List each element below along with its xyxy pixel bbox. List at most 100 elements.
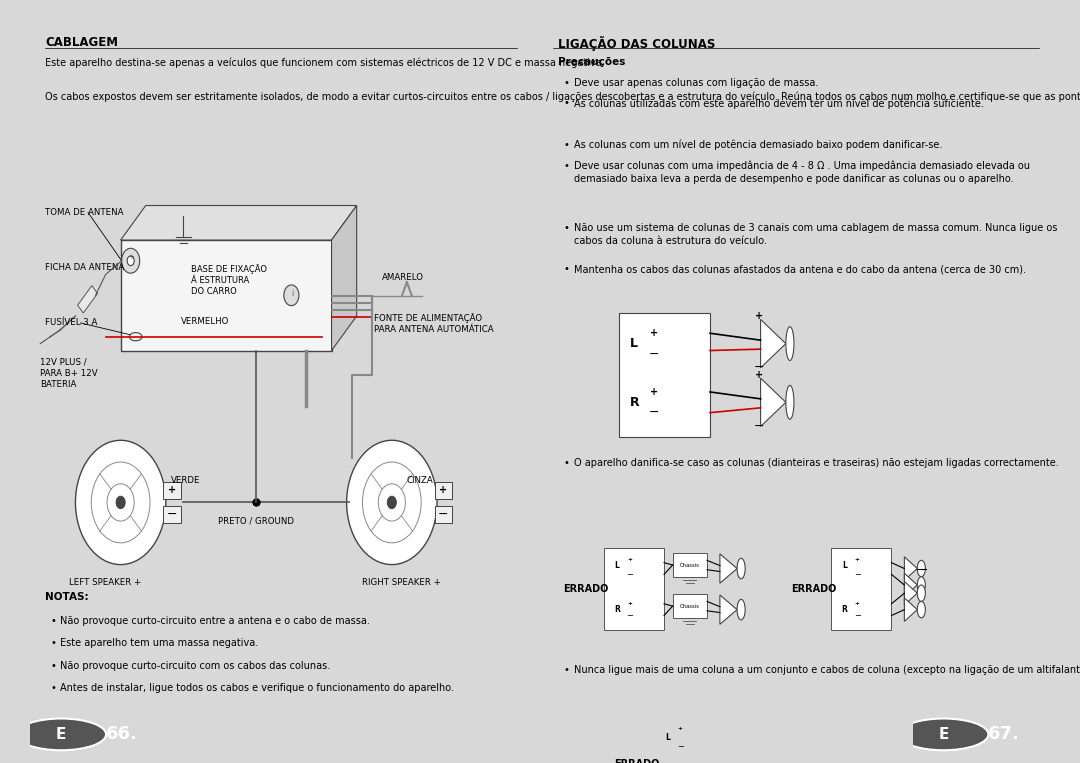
Text: L: L (631, 337, 638, 350)
Text: Antes de instalar, ligue todos os cabos e verifique o funcionamento do aparelho.: Antes de instalar, ligue todos os cabos … (60, 683, 455, 693)
Text: 66.: 66. (106, 726, 137, 743)
Text: Não use um sistema de colunas de 3 canais com uma cablagem de massa comum. Nunca: Não use um sistema de colunas de 3 canai… (573, 223, 1057, 246)
Text: FONTE DE ALIMENTAÇÃO
PARA ANTENA AUTOMÁTICA: FONTE DE ALIMENTAÇÃO PARA ANTENA AUTOMÁT… (375, 314, 494, 334)
Circle shape (127, 256, 134, 266)
Text: •: • (564, 458, 569, 468)
Circle shape (16, 719, 106, 750)
Text: O aparelho danifica-se caso as colunas (dianteiras e traseiras) não estejam liga: O aparelho danifica-se caso as colunas (… (573, 458, 1058, 468)
Text: 12V PLUS /
PARA B+ 12V
BATERIA: 12V PLUS / PARA B+ 12V BATERIA (40, 357, 98, 388)
Bar (654, 711, 715, 763)
Bar (434, 506, 453, 523)
Ellipse shape (786, 385, 794, 419)
Text: Este aparelho destina-se apenas a veículos que funcionem com sistemas eléctricos: Este aparelho destina-se apenas a veícul… (45, 57, 605, 68)
Bar (619, 313, 710, 437)
Text: ERRADO: ERRADO (615, 758, 660, 763)
Circle shape (363, 462, 421, 542)
Text: L: L (665, 733, 670, 742)
Text: FUSÍVEL 3 A: FUSÍVEL 3 A (45, 318, 97, 327)
Text: R: R (630, 396, 639, 409)
Circle shape (122, 248, 139, 273)
Text: PRETO / GROUND: PRETO / GROUND (218, 517, 294, 525)
Text: +: + (854, 601, 860, 607)
Text: +: + (168, 485, 176, 495)
Text: •: • (564, 98, 569, 108)
Text: +: + (440, 485, 447, 495)
Ellipse shape (130, 333, 141, 341)
Text: ERRADO: ERRADO (791, 584, 836, 594)
Text: •: • (564, 223, 569, 233)
Ellipse shape (917, 577, 926, 593)
Text: Deve usar colunas com uma impedância de 4 - 8 Ω . Uma impedância demasiado eleva: Deve usar colunas com uma impedância de … (573, 161, 1029, 184)
Text: L: L (615, 561, 619, 570)
Polygon shape (904, 557, 917, 581)
Text: As colunas utilizadas com este aparelho devem ter um nível de potência suficient: As colunas utilizadas com este aparelho … (573, 98, 984, 109)
Polygon shape (904, 573, 917, 597)
Text: LIGAÇÃO DAS COLUNAS: LIGAÇÃO DAS COLUNAS (558, 37, 716, 51)
Bar (78, 285, 97, 313)
Text: Não provoque curto-circuito com os cabos das colunas.: Não provoque curto-circuito com os cabos… (60, 661, 330, 671)
Text: VERDE: VERDE (171, 476, 201, 485)
Text: −: − (649, 347, 660, 360)
Text: +: + (627, 557, 632, 562)
Text: Os cabos expostos devem ser estritamente isolados, de modo a evitar curtos-circu: Os cabos expostos devem ser estritamente… (45, 92, 1080, 102)
Text: Nunca ligue mais de uma coluna a um conjunto e cabos de coluna (excepto na ligaç: Nunca ligue mais de uma coluna a um conj… (573, 665, 1080, 675)
Text: •: • (564, 665, 569, 674)
Text: −: − (754, 420, 765, 433)
Text: −: − (853, 570, 861, 579)
Ellipse shape (917, 585, 926, 601)
Text: +: + (650, 387, 659, 397)
Circle shape (76, 440, 166, 565)
Bar (604, 548, 664, 630)
Text: −: − (754, 362, 765, 375)
Text: +: + (755, 370, 764, 380)
Circle shape (284, 285, 299, 306)
Bar (832, 548, 891, 630)
Text: VERMELHO: VERMELHO (181, 317, 229, 327)
Bar (673, 553, 707, 577)
Text: AMARELO: AMARELO (382, 273, 423, 282)
Polygon shape (904, 598, 917, 621)
Polygon shape (332, 205, 356, 350)
Bar (163, 481, 181, 499)
Text: Deve usar apenas colunas com ligação de massa.: Deve usar apenas colunas com ligação de … (573, 78, 818, 88)
Circle shape (347, 440, 437, 565)
Text: −: − (167, 508, 177, 521)
Text: E: E (939, 727, 948, 742)
Polygon shape (766, 716, 779, 739)
Polygon shape (760, 320, 786, 368)
Text: •: • (564, 161, 569, 171)
Text: Mantenha os cabos das colunas afastados da antena e do cabo da antena (cerca de : Mantenha os cabos das colunas afastados … (573, 264, 1026, 274)
Polygon shape (720, 554, 737, 583)
Circle shape (91, 462, 150, 542)
Text: •: • (51, 639, 56, 649)
Text: +: + (627, 601, 632, 607)
Text: −: − (649, 406, 660, 419)
Ellipse shape (917, 601, 926, 618)
Polygon shape (720, 595, 737, 624)
Ellipse shape (779, 720, 787, 736)
Text: E: E (56, 727, 66, 742)
Text: R: R (613, 605, 620, 614)
Text: ERRADO: ERRADO (564, 584, 609, 594)
Text: R: R (841, 605, 847, 614)
Text: i: i (292, 288, 294, 298)
Text: CINZA: CINZA (407, 476, 434, 485)
Text: CABLAGEM: CABLAGEM (45, 37, 119, 50)
Text: Este aparelho tem uma massa negativa.: Este aparelho tem uma massa negativa. (60, 639, 258, 649)
Text: LEFT SPEAKER +: LEFT SPEAKER + (69, 578, 141, 588)
Text: •: • (564, 264, 569, 274)
Text: BASE DE FIXAÇÃO
Á ESTRUTURA
DO CARRO: BASE DE FIXAÇÃO Á ESTRUTURA DO CARRO (191, 264, 267, 296)
Text: 67.: 67. (988, 726, 1020, 743)
Text: +: + (650, 328, 659, 338)
Text: +: + (755, 311, 764, 321)
Bar (434, 481, 453, 499)
Circle shape (107, 484, 134, 521)
Circle shape (117, 496, 125, 509)
Circle shape (899, 719, 988, 750)
Text: −: − (677, 742, 684, 751)
Ellipse shape (737, 559, 745, 579)
Text: +: + (854, 557, 860, 562)
Polygon shape (121, 205, 356, 240)
Text: +: + (129, 254, 135, 260)
Bar (163, 506, 181, 523)
